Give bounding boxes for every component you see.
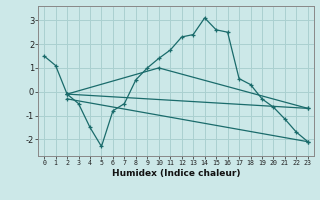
X-axis label: Humidex (Indice chaleur): Humidex (Indice chaleur) [112,169,240,178]
